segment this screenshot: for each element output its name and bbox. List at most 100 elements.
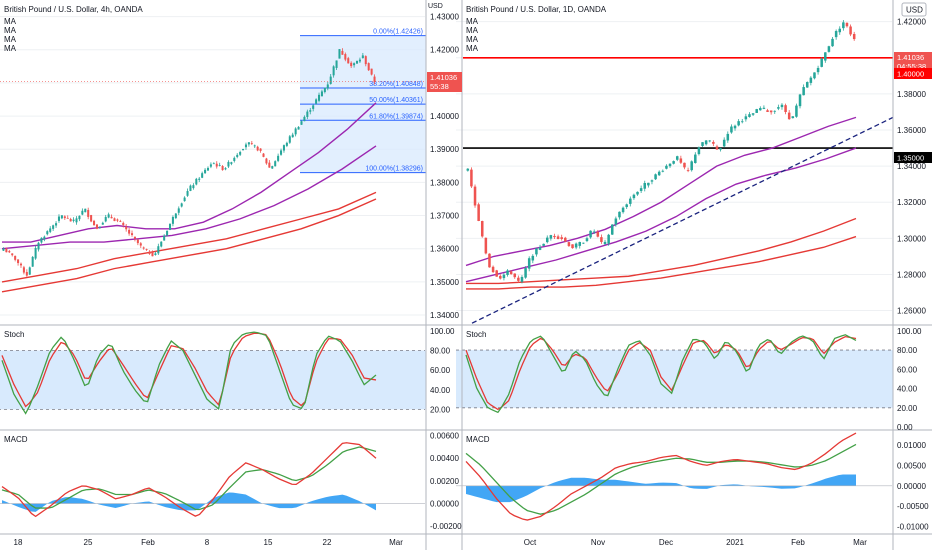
- left-ma-legend-1[interactable]: MA: [4, 17, 17, 26]
- candle-body: [177, 208, 180, 213]
- candle-body: [564, 237, 567, 242]
- candle-body: [535, 248, 538, 255]
- candle-body: [470, 169, 473, 187]
- moving-average-line-3: [1, 191, 377, 283]
- candle-body: [131, 233, 134, 235]
- right-trendline[interactable]: [471, 116, 894, 324]
- candle-body: [802, 87, 805, 96]
- candle-body: [145, 249, 148, 250]
- left-ma-legend-4[interactable]: MA: [4, 44, 17, 53]
- candle-body: [218, 165, 221, 166]
- candle-body: [827, 46, 831, 52]
- candle-body: [488, 253, 491, 268]
- right-moving-averages: [465, 116, 857, 290]
- candle-body: [805, 82, 809, 88]
- left-price-pane[interactable]: 0.00%(1.42426) 38.20%(1.40848) 50.00%(1.40…: [0, 16, 426, 316]
- left-macd-label[interactable]: MACD: [4, 435, 28, 444]
- candle-body: [701, 142, 704, 146]
- right-ma-legend-3[interactable]: MA: [466, 35, 479, 44]
- candle-body: [274, 161, 277, 167]
- right-ma-legend-2[interactable]: MA: [466, 26, 479, 35]
- candle-body: [585, 238, 589, 241]
- right-time-axis[interactable]: Oct Nov Dec 2021 Feb Mar: [524, 538, 867, 547]
- candle-body: [777, 107, 780, 109]
- candle-body: [347, 58, 350, 64]
- currency-button[interactable]: [901, 2, 927, 17]
- left-macd-series: [0, 442, 425, 518]
- stoch-k-line: [465, 334, 857, 414]
- right-stoch-label[interactable]: Stoch: [466, 330, 486, 339]
- candle-body: [277, 155, 280, 161]
- left-stoch-pane[interactable]: [0, 331, 426, 415]
- candle-body: [198, 178, 201, 180]
- left-stoch-label[interactable]: Stoch: [4, 330, 24, 339]
- candle-body: [549, 235, 553, 239]
- stoch-axis-label: 60.00: [897, 365, 918, 374]
- left-stoch-lines: [0, 331, 425, 415]
- candle-body: [282, 145, 285, 151]
- right-level-tag-140000-text: 1.40000: [897, 70, 924, 79]
- right-ma-legend-1[interactable]: MA: [466, 17, 479, 26]
- right-level-tag-135000-text: 1.35000: [897, 154, 924, 163]
- right-level-tag-140000: [894, 68, 932, 79]
- price-axis-label: 1.42000: [430, 46, 459, 55]
- right-horizontal-levels[interactable]: [463, 56, 893, 149]
- right-chart[interactable]: [456, 20, 894, 521]
- candle-body: [201, 173, 204, 178]
- time-axis-label: 18: [14, 538, 23, 547]
- right-price-pane[interactable]: [456, 20, 894, 324]
- candle-body: [288, 136, 291, 143]
- candle-body: [636, 191, 639, 195]
- candle-body: [665, 165, 668, 169]
- left-chart[interactable]: 0.00%(1.42426) 38.20%(1.40848) 50.00%(1.40…: [0, 16, 426, 518]
- price-axis-label: 1.28000: [897, 270, 926, 279]
- left-time-axis[interactable]: 18 25 Feb 8 15 22 Mar: [14, 538, 404, 547]
- candle-body: [849, 26, 852, 35]
- time-axis-label: Nov: [591, 538, 605, 547]
- candle-body: [527, 258, 531, 269]
- candle-body: [180, 203, 183, 207]
- candle-body: [60, 215, 63, 219]
- candle-body: [309, 110, 312, 112]
- left-macd-pane[interactable]: [0, 442, 425, 518]
- candle-body: [69, 218, 72, 222]
- macd-axis-label: 0.00000: [897, 482, 926, 491]
- left-price-tag-countdown: 55:38: [430, 82, 449, 91]
- candle-body: [323, 87, 326, 93]
- left-price-axis[interactable]: 1.430001.420001.410001.400001.390001.380…: [430, 13, 459, 320]
- stoch-axis-label: 80.00: [897, 346, 918, 355]
- candle-body: [629, 198, 632, 204]
- price-axis-label: 1.30000: [897, 234, 926, 243]
- candle-body: [538, 247, 542, 250]
- candle-body: [824, 52, 827, 61]
- right-ma-legend-4[interactable]: MA: [466, 44, 479, 53]
- time-axis-label: 2021: [726, 538, 744, 547]
- candle-body: [300, 121, 303, 125]
- candle-body: [2, 248, 5, 251]
- candle-body: [842, 22, 845, 29]
- candle-body: [560, 237, 563, 240]
- candle-body: [227, 161, 230, 167]
- candle-body: [838, 28, 842, 33]
- right-macd-label[interactable]: MACD: [466, 435, 490, 444]
- left-ma-legend-2[interactable]: MA: [4, 26, 17, 35]
- right-stoch-pane[interactable]: [456, 334, 893, 414]
- candle-body: [133, 236, 136, 239]
- candle-body: [791, 116, 795, 119]
- candle-body: [751, 113, 755, 115]
- candle-body: [236, 154, 239, 157]
- fib-levels: 0.00%(1.42426) 38.20%(1.40848) 50.00%(1.40…: [300, 29, 426, 174]
- candle-body: [233, 157, 236, 161]
- left-ma-legend-3[interactable]: MA: [4, 35, 17, 44]
- price-axis-label: 1.43000: [430, 13, 459, 22]
- right-currency-label[interactable]: USD: [906, 6, 923, 15]
- right-macd-pane[interactable]: [456, 432, 892, 521]
- candle-body: [491, 266, 495, 273]
- left-chart-title: British Pound / U.S. Dollar, 4h, OANDA: [4, 5, 143, 14]
- macd-signal-line: [465, 443, 857, 515]
- candle-body: [668, 163, 672, 167]
- candle-body: [787, 112, 791, 120]
- candle-body: [247, 142, 250, 145]
- candle-body: [204, 169, 207, 174]
- candle-body: [306, 111, 309, 117]
